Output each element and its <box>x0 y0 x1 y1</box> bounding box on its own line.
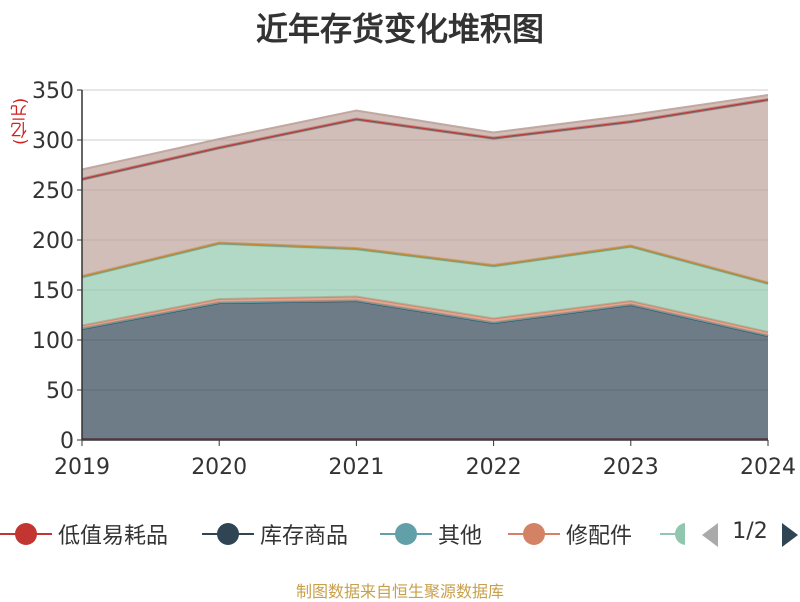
y-tick-label: 350 <box>32 79 74 104</box>
y-tick-label: 250 <box>32 179 74 204</box>
legend-marker-icon <box>202 514 254 554</box>
area-series-4 <box>82 244 768 332</box>
source-note: 制图数据来自恒生聚源数据库 <box>295 582 504 601</box>
legend-item[interactable]: 修配件 <box>508 514 632 554</box>
legend-item[interactable]: 低值易耗品 <box>0 514 168 554</box>
legend-marker-icon <box>660 514 685 554</box>
x-tick-label: 2019 <box>54 455 110 480</box>
y-tick-label: 300 <box>32 129 74 154</box>
tick-labels: 0 50 100 150 200 250 300 350 2019 2020 2021 2022 202… <box>32 79 796 480</box>
legend-label: 修配件 <box>566 524 633 549</box>
axes <box>77 89 769 446</box>
x-tick-label: 2021 <box>328 455 384 480</box>
legend-item[interactable]: 其他 <box>380 514 482 554</box>
legend: 低值易耗品 库存商品 其他 修配件 1/2 <box>0 514 800 554</box>
y-tick-label: 100 <box>32 329 74 354</box>
chart-title: 近年存货变化堆积图 <box>255 10 544 48</box>
y-tick-label: 50 <box>46 379 74 404</box>
legend-items: 低值易耗品 库存商品 其他 修配件 <box>0 514 685 554</box>
area-series-1 <box>82 301 768 439</box>
legend-label: 库存商品 <box>260 524 349 549</box>
y-tick-label: 200 <box>32 229 74 254</box>
legend-label: 其他 <box>438 524 483 549</box>
x-tick-label: 2020 <box>191 455 247 480</box>
legend-page-indicator: 1/2 <box>732 519 768 544</box>
series-line-10 <box>81 94 769 171</box>
y-tick-label: 150 <box>32 279 74 304</box>
legend-marker-icon <box>508 514 560 554</box>
legend-next-page-icon[interactable] <box>782 523 798 547</box>
legend-label: 低值易耗品 <box>58 524 169 549</box>
legend-item[interactable]: 库存商品 <box>202 514 348 554</box>
x-tick-label: 2024 <box>740 455 796 480</box>
legend-prev-page-icon[interactable] <box>702 523 718 547</box>
x-tick-label: 2022 <box>466 455 522 480</box>
area-series-7 <box>82 100 768 283</box>
area-series <box>81 94 769 440</box>
x-tick-label: 2023 <box>603 455 659 480</box>
y-tick-label: 0 <box>60 429 74 454</box>
legend-marker-icon <box>380 514 432 554</box>
legend-item[interactable] <box>660 514 685 554</box>
legend-marker-icon <box>0 514 52 554</box>
